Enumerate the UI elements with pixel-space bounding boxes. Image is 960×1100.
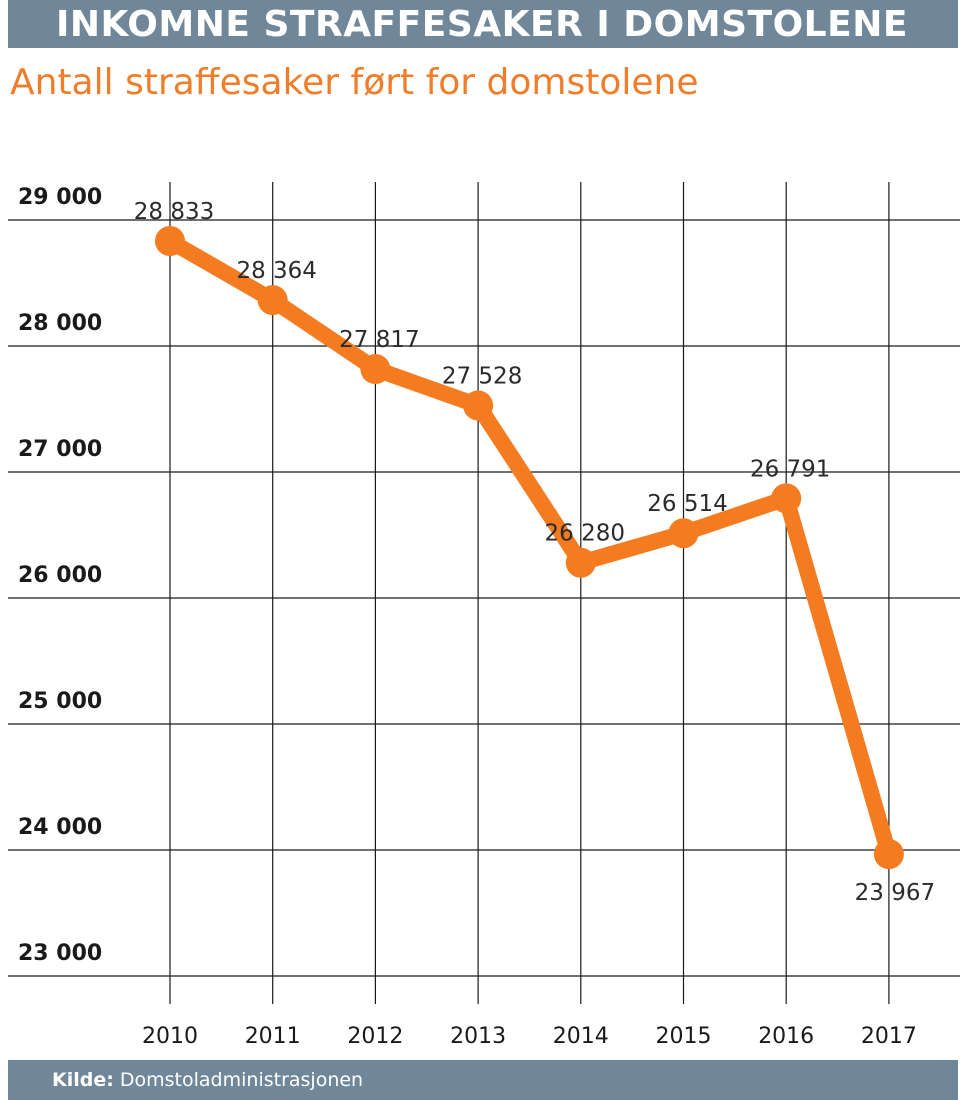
x-tick-label: 2010 [142, 1024, 198, 1049]
x-tick-label: 2014 [553, 1024, 609, 1049]
data-label: 27 528 [442, 363, 522, 389]
data-point [565, 547, 596, 578]
source-label: Kilde: [52, 1069, 114, 1091]
data-label: 28 364 [236, 258, 316, 284]
y-tick-label: 23 000 [18, 941, 102, 966]
data-point [360, 354, 391, 385]
footer-bar: Kilde: Domstoladministrasjonen [8, 1060, 958, 1100]
y-tick-label: 28 000 [18, 311, 102, 336]
data-point [257, 285, 288, 316]
series-line [162, 233, 897, 863]
data-label: 26 280 [545, 521, 625, 547]
data-point [463, 390, 494, 421]
x-tick-label: 2013 [450, 1024, 506, 1049]
y-tick-label: 25 000 [18, 689, 102, 714]
header-bar: INKOMNE STRAFFESAKER I DOMSTOLENE [8, 0, 958, 48]
data-point [771, 483, 802, 514]
chart-subtitle: Antall straffesaker ført for domstolene [10, 62, 699, 103]
source-value: Domstoladministrasjonen [119, 1069, 364, 1091]
data-label: 26 791 [750, 456, 830, 482]
x-tick-label: 2011 [245, 1024, 301, 1049]
data-point [873, 839, 904, 870]
y-tick-label: 26 000 [18, 563, 102, 588]
data-label: 26 514 [647, 491, 727, 517]
y-tick-label: 24 000 [18, 815, 102, 840]
x-tick-label: 2015 [656, 1024, 712, 1049]
y-tick-label: 29 000 [18, 185, 102, 210]
line-chart: 29 000 28 000 27 000 26 000 25 000 24 000 23 0… [8, 182, 960, 1049]
data-label: 23 967 [855, 880, 935, 906]
y-tick-label: 27 000 [18, 437, 102, 462]
x-tick-label: 2017 [861, 1024, 917, 1049]
data-label: 27 817 [339, 327, 419, 353]
x-tick-label: 2012 [347, 1024, 403, 1049]
data-label: 28 833 [134, 199, 214, 225]
data-point [155, 226, 185, 257]
source-note: Kilde: Domstoladministrasjonen [52, 1060, 363, 1100]
data-point [668, 518, 699, 549]
x-tick-label: 2016 [758, 1024, 814, 1049]
chart-title: INKOMNE STRAFFESAKER I DOMSTOLENE [56, 4, 908, 45]
